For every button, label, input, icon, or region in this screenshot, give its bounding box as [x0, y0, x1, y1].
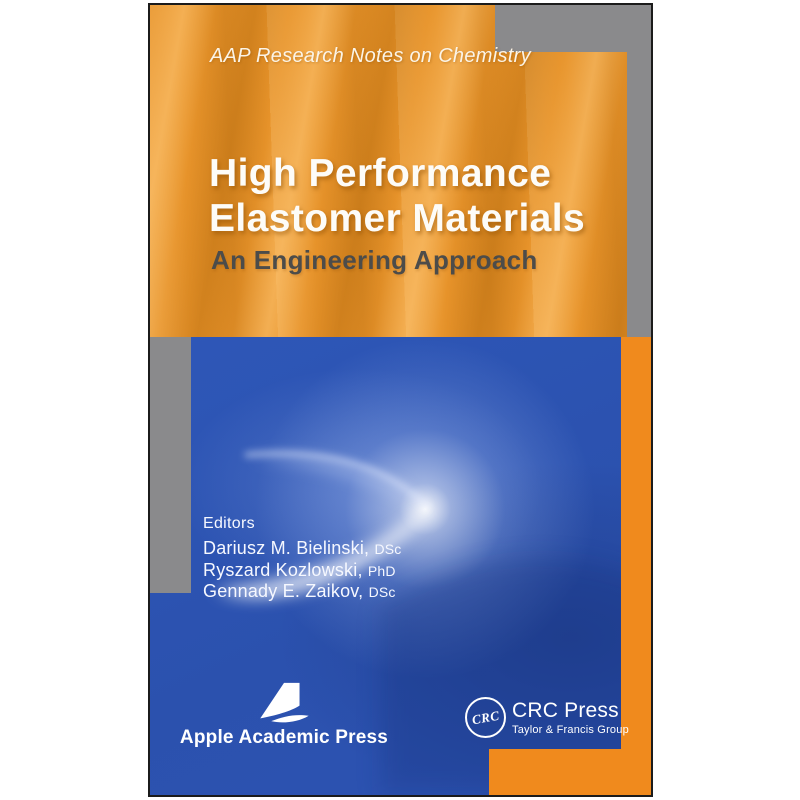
series-title: AAP Research Notes on Chemistry [210, 45, 531, 67]
gray-right-strip [627, 5, 651, 337]
editor-name-text: Gennady E. Zaikov, [203, 581, 364, 601]
book-title: High Performance Elastomer Materials [209, 151, 649, 241]
book-cover: AAP Research Notes on Chemistry High Per… [148, 3, 653, 797]
title-line-2: Elastomer Materials [209, 197, 586, 240]
gray-corner-block [495, 5, 651, 52]
aap-triangle-a-icon [260, 682, 309, 723]
crc-badge-text: CRC [470, 707, 501, 727]
light-swoosh-graphic [215, 451, 651, 795]
editor-name: Dariusz M. Bielinski, DSc [203, 538, 503, 560]
orange-right-strip [621, 337, 651, 795]
editor-degree: DSc [374, 541, 402, 557]
title-line-1: High Performance [209, 152, 552, 195]
cover-bottom-blue-panel: Editors Dariusz M. Bielinski, DSc Ryszar… [150, 337, 651, 795]
editor-name: Gennady E. Zaikov, DSc [203, 581, 503, 603]
editor-name: Ryszard Kozlowski, PhD [203, 560, 503, 582]
editor-name-text: Dariusz M. Bielinski, [203, 538, 370, 558]
editor-degree: PhD [367, 562, 396, 579]
editors-block: Editors Dariusz M. Bielinski, DSc Ryszar… [203, 515, 503, 603]
orange-bottom-right-block [489, 749, 651, 795]
crc-publisher-logo: CRC CRC Press Taylor & Francis Group [465, 697, 629, 738]
editor-degree: DSc [368, 584, 396, 600]
book-subtitle: An Engineering Approach [211, 245, 538, 275]
crc-publisher-name: CRC Press [512, 699, 619, 722]
crc-badge-icon: CRC [465, 697, 506, 738]
cover-top-orange-panel: AAP Research Notes on Chemistry High Per… [150, 5, 651, 337]
gray-left-strip [150, 337, 191, 593]
crc-publisher-tagline: Taylor & Francis Group [512, 724, 629, 736]
editor-name-text: Ryszard Kozlowski, [203, 559, 363, 580]
crc-text-block: CRC Press Taylor & Francis Group [512, 699, 629, 736]
aap-publisher-logo: Apple Academic Press [169, 681, 399, 749]
editors-label: Editors [203, 515, 255, 532]
aap-publisher-name: Apple Academic Press [179, 727, 389, 748]
